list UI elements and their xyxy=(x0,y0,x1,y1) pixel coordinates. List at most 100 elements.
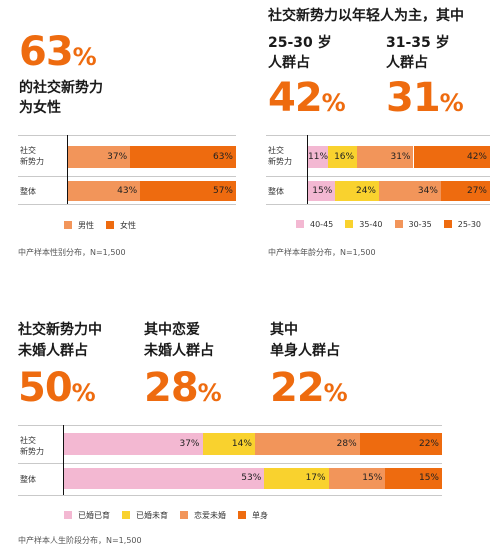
chart-rule xyxy=(18,495,442,496)
legend-swatch xyxy=(106,221,114,229)
gender-note: 中产样本性别分布，N=1,500 xyxy=(18,248,126,257)
legend-label: 35-40 xyxy=(359,220,383,229)
chart-axis xyxy=(63,425,64,495)
legend-label: 女性 xyxy=(120,221,136,230)
bar-segment-overall-1: 43% xyxy=(68,181,141,201)
chart-rule xyxy=(266,176,490,177)
legend-item-3: 恋爱未婚 xyxy=(180,510,226,521)
bar-segment-social-1: 37% xyxy=(68,146,131,168)
legend-swatch xyxy=(296,220,304,228)
legend-label: 男性 xyxy=(78,221,94,230)
gender-caption-line2: 为女性 xyxy=(19,100,61,116)
chart-rule xyxy=(266,135,490,136)
life-caption-3-line1: 其中 xyxy=(270,322,298,338)
age-group2-value: 31% xyxy=(386,75,464,121)
legend-item-1: 40-45 xyxy=(296,220,333,229)
chart-rule xyxy=(266,204,490,205)
legend-label: 单身 xyxy=(252,511,268,520)
bar-segment-social-2: 63% xyxy=(130,146,236,168)
bar-segment-overall-3: 34% xyxy=(379,181,441,201)
legend-swatch xyxy=(238,511,246,519)
chart-rule xyxy=(18,204,236,205)
bar-segment-overall-1: 15% xyxy=(308,181,336,201)
legend-item-2: 35-40 xyxy=(345,220,383,229)
bar-segment-overall-1: 53% xyxy=(64,468,265,489)
age-group1-value: 42% xyxy=(268,75,346,121)
legend-label: 30-35 xyxy=(408,220,432,229)
legend-label: 40-45 xyxy=(310,220,334,229)
life-caption-1-line2: 未婚人群占 xyxy=(18,343,88,359)
legend-item-1: 已婚已育 xyxy=(64,510,110,521)
legend-item-4: 25-30 xyxy=(443,220,481,229)
bar-segment-overall-4: 15% xyxy=(385,468,442,489)
legend-swatch xyxy=(122,511,130,519)
gender-legend: 男性 女性 xyxy=(64,220,148,231)
age-group1-line2: 人群占 xyxy=(268,55,310,71)
bar-segment-social-1: 37% xyxy=(64,433,203,455)
legend-item-1: 男性 xyxy=(64,220,94,231)
life-stage-note: 中产样本人生阶段分布，N=1,500 xyxy=(18,536,142,545)
legend-item-2: 已婚未育 xyxy=(122,510,168,521)
chart-rule xyxy=(18,425,442,426)
life-caption-1: 社交新势力中 未婚人群占 xyxy=(18,320,102,362)
life-caption-2-line1: 其中恋爱 xyxy=(144,322,200,338)
row-label-social: 社交 新势力 xyxy=(20,146,44,166)
legend-label: 已婚已育 xyxy=(78,511,110,520)
legend-swatch xyxy=(443,220,452,228)
gender-headline-value: 63% xyxy=(19,29,97,75)
legend-label: 恋爱未婚 xyxy=(194,511,226,520)
legend-item-4: 单身 xyxy=(238,510,268,521)
life-caption-2-line2: 未婚人群占 xyxy=(144,343,214,359)
life-value-3: 22% xyxy=(270,365,348,411)
age-header: 社交新势力以年轻人为主，其中 xyxy=(268,8,464,24)
bar-segment-social-1: 11% xyxy=(308,146,328,168)
row-label-social: 社交 新势力 xyxy=(268,146,292,166)
row-label-social: 社交 新势力 xyxy=(20,436,44,456)
life-stage-legend: 已婚已育 已婚未育 恋爱未婚 单身 xyxy=(64,510,280,521)
row-label-overall: 整体 xyxy=(20,187,36,196)
legend-swatch xyxy=(64,221,72,229)
life-caption-3: 其中 单身人群占 xyxy=(270,320,340,362)
row-label-overall: 整体 xyxy=(20,475,36,484)
age-group2-line2: 人群占 xyxy=(386,55,428,71)
life-caption-3-line2: 单身人群占 xyxy=(270,343,340,359)
legend-item-3: 30-35 xyxy=(394,220,432,229)
bar-segment-social-3: 28% xyxy=(254,433,360,455)
bar-segment-overall-3: 15% xyxy=(328,468,386,489)
bar-segment-social-2: 14% xyxy=(202,433,255,455)
bar-segment-social-3: 31% xyxy=(357,146,414,168)
legend-label: 25-30 xyxy=(457,220,481,229)
life-value-1: 50% xyxy=(18,365,96,411)
row-label-overall: 整体 xyxy=(268,187,284,196)
bar-segment-overall-2: 17% xyxy=(264,468,329,489)
legend-label: 已婚未育 xyxy=(136,511,168,520)
age-group1-caption: 25-30 岁 人群占 xyxy=(268,33,332,73)
legend-swatch xyxy=(345,220,354,228)
bar-segment-overall-2: 24% xyxy=(335,181,379,201)
age-group2-caption: 31-35 岁 人群占 xyxy=(386,33,450,73)
legend-swatch xyxy=(180,511,188,519)
bar-segment-social-4: 42% xyxy=(413,146,490,168)
chart-rule xyxy=(18,176,236,177)
bar-segment-social-4: 22% xyxy=(359,433,442,455)
legend-item-2: 女性 xyxy=(106,220,136,231)
gender-caption-line1: 的社交新势力 xyxy=(19,80,103,96)
chart-rule xyxy=(18,463,442,464)
bar-segment-social-2: 16% xyxy=(328,146,358,168)
life-caption-1-line1: 社交新势力中 xyxy=(18,322,102,338)
bar-segment-overall-4: 27% xyxy=(440,181,490,201)
life-caption-2: 其中恋爱 未婚人群占 xyxy=(144,320,214,362)
life-value-2: 28% xyxy=(144,365,222,411)
gender-caption: 的社交新势力 为女性 xyxy=(19,78,103,118)
chart-axis xyxy=(307,135,308,204)
age-legend: 40-45 35-40 30-35 25-30 xyxy=(296,220,493,229)
age-note: 中产样本年龄分布，N=1,500 xyxy=(268,248,376,257)
legend-swatch xyxy=(64,511,72,519)
chart-rule xyxy=(18,135,236,136)
age-group2-line1: 31-35 岁 xyxy=(386,35,450,51)
chart-axis xyxy=(67,135,68,204)
age-group1-line1: 25-30 岁 xyxy=(268,35,332,51)
